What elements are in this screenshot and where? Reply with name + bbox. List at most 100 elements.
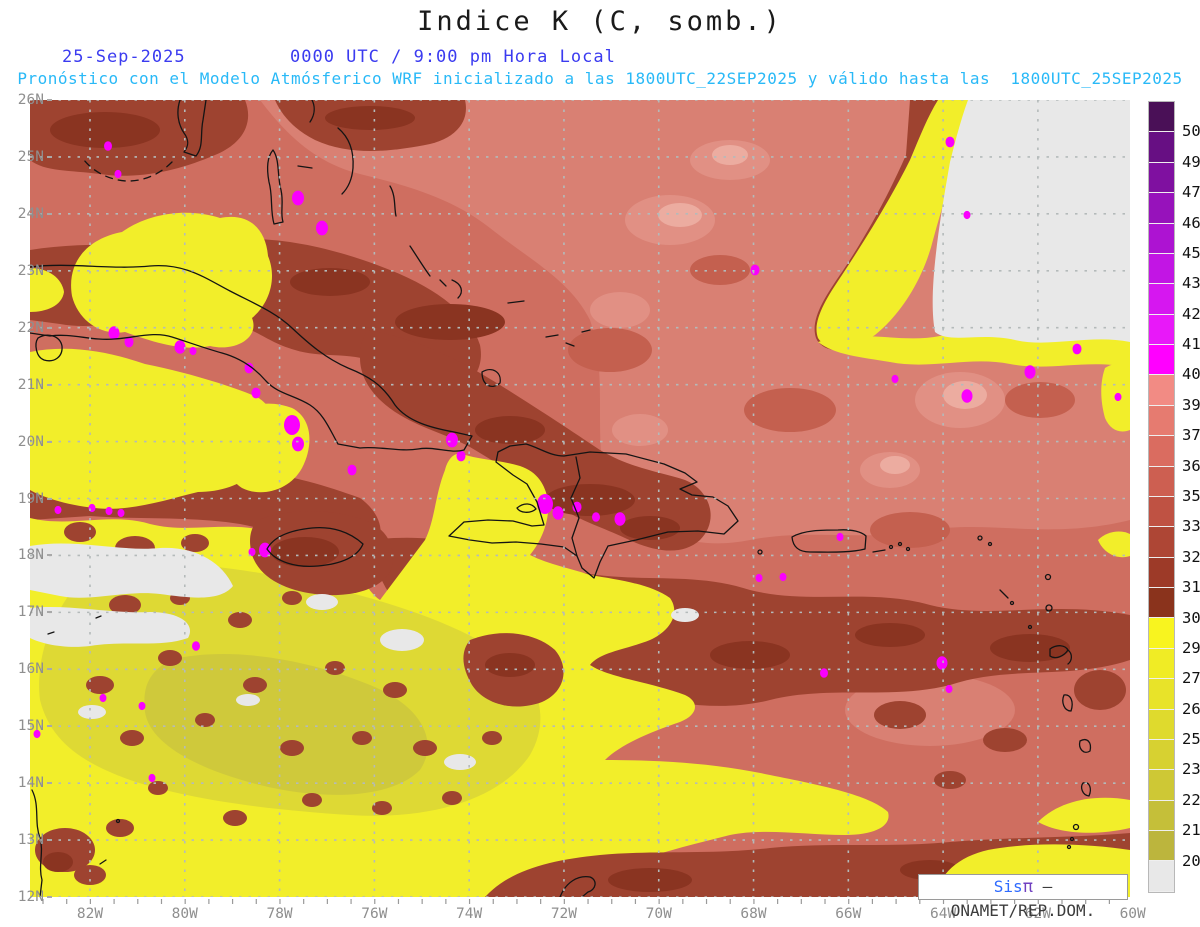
color-scale-value: 43.9 [1182,274,1200,293]
haiti-dr-border [570,456,581,557]
martinique [1078,738,1092,753]
lat-tick-label: 13N [17,832,44,849]
color-scale-segment [1149,405,1174,437]
color-scale-value: 41.3 [1182,335,1200,354]
barbuda [1044,573,1052,581]
eleuthera [337,127,354,195]
color-scale-value: 21.3 [1182,821,1200,840]
cat-island [389,185,397,217]
color-scale-value: 49.1 [1182,152,1200,171]
isla-juventud [35,334,63,362]
lat-tick-mark [47,896,52,899]
lat-tick-mark [47,326,52,329]
color-scale-value: 26.5 [1182,699,1200,718]
forecast-date: 25-Sep-2025 [62,47,186,67]
color-scale-segment [1149,557,1174,588]
abaco [309,100,315,123]
color-scale-segment [1149,253,1174,285]
lon-tick-label: 64W [930,906,957,922]
lat-tick-label: 26N [17,92,44,108]
watermark-text: – ONAMET/REP.DOM. [950,877,1096,920]
color-scale-value: 42.6 [1182,304,1200,323]
lon-tick-label: 74W [456,906,483,922]
color-scale-segment [1149,284,1174,315]
lat-tick-mark [47,725,52,728]
lat-tick-mark [47,497,52,500]
color-scale-segment [1149,162,1174,194]
color-scale-value: 32.6 [1182,547,1200,566]
lat-tick-label: 15N [17,718,44,735]
lat-tick-mark [47,212,52,215]
lat-tick-label: 20N [17,433,44,450]
lat-tick-mark [47,668,52,671]
dominica [1062,694,1073,712]
color-scale-segment [1149,679,1174,710]
lat-tick-label: 21N [17,376,44,393]
lon-tick-label: 82W [76,906,104,922]
lat-tick-label: 18N [17,547,44,564]
lon-tick-label: 62W [1010,906,1066,922]
color-scale-segment [1149,709,1174,740]
long-island [409,245,431,277]
antigua [1045,604,1053,612]
lon-tick-label: 66W [835,906,862,922]
lat-tick-mark [47,554,52,557]
coastlines [30,100,1092,897]
new-providence [297,165,313,169]
color-scale-segment [1149,831,1174,862]
color-scale-segment [1149,496,1174,528]
lat-tick-label: 17N [17,604,44,621]
forecast-time: 0000 UTC / 9:00 pm Hora Local [290,47,616,67]
color-scale-value: 47.8 [1182,183,1200,202]
lat-tick-label: 25N [17,148,44,165]
miskito-cays [47,615,102,635]
turks-caicos [545,329,591,347]
montserrat [1027,624,1033,630]
lat-tick-mark [47,383,52,386]
color-scale-segment [1149,770,1174,801]
puerto-rico-coast [791,529,867,553]
st-lucia [1081,782,1091,797]
crooked-acklins [439,279,463,299]
st-kitts [999,589,1009,599]
san-andres [99,859,107,865]
color-scale-value: 33.9 [1182,517,1200,536]
color-scale-value: 36.5 [1182,456,1200,475]
lon-minor-ticks [42,899,1110,904]
color-scale-segment [1149,436,1174,467]
color-scale-segment [1149,314,1174,345]
florida-coast [177,100,207,157]
color-scale-segment [1149,588,1174,619]
florida-keys [83,159,173,182]
color-scale-segment [1149,375,1174,406]
lat-tick-label: 12N [17,889,44,906]
color-scale-value: 45.2 [1182,243,1200,262]
color-scale-segment [1149,739,1174,771]
virgin-islands [888,544,894,550]
lat-tick-mark [47,269,52,272]
forecast-subtitle: Pronóstico con el Modelo Atmósferico WRF… [17,69,1183,88]
color-scale-segment [1149,193,1174,224]
lat-tick-label: 14N [17,775,44,792]
color-scale-value: 30 [1182,608,1200,627]
lat-tick-mark [47,440,52,443]
lon-tick-label: 68W [740,906,767,922]
mayaguana [507,300,525,304]
color-scale-segment [1149,132,1174,163]
lat-tick-label: 22N [17,319,44,336]
gray-low-regions [30,100,1130,770]
providencia [115,818,121,824]
vieques [872,549,886,553]
color-scale-segment [1149,648,1174,680]
color-scale-value: 46.5 [1182,213,1200,232]
jamaica-coast [266,526,364,568]
lon-tick-label: 76W [361,906,388,922]
st-vincent [1072,823,1080,831]
inagua [481,368,501,387]
lat-tick-mark [47,839,52,842]
lat-tick-mark [47,782,52,785]
lat-tick-mark [47,155,52,158]
color-scale-segment [1149,800,1174,831]
color-scale-value: 35.2 [1182,487,1200,505]
